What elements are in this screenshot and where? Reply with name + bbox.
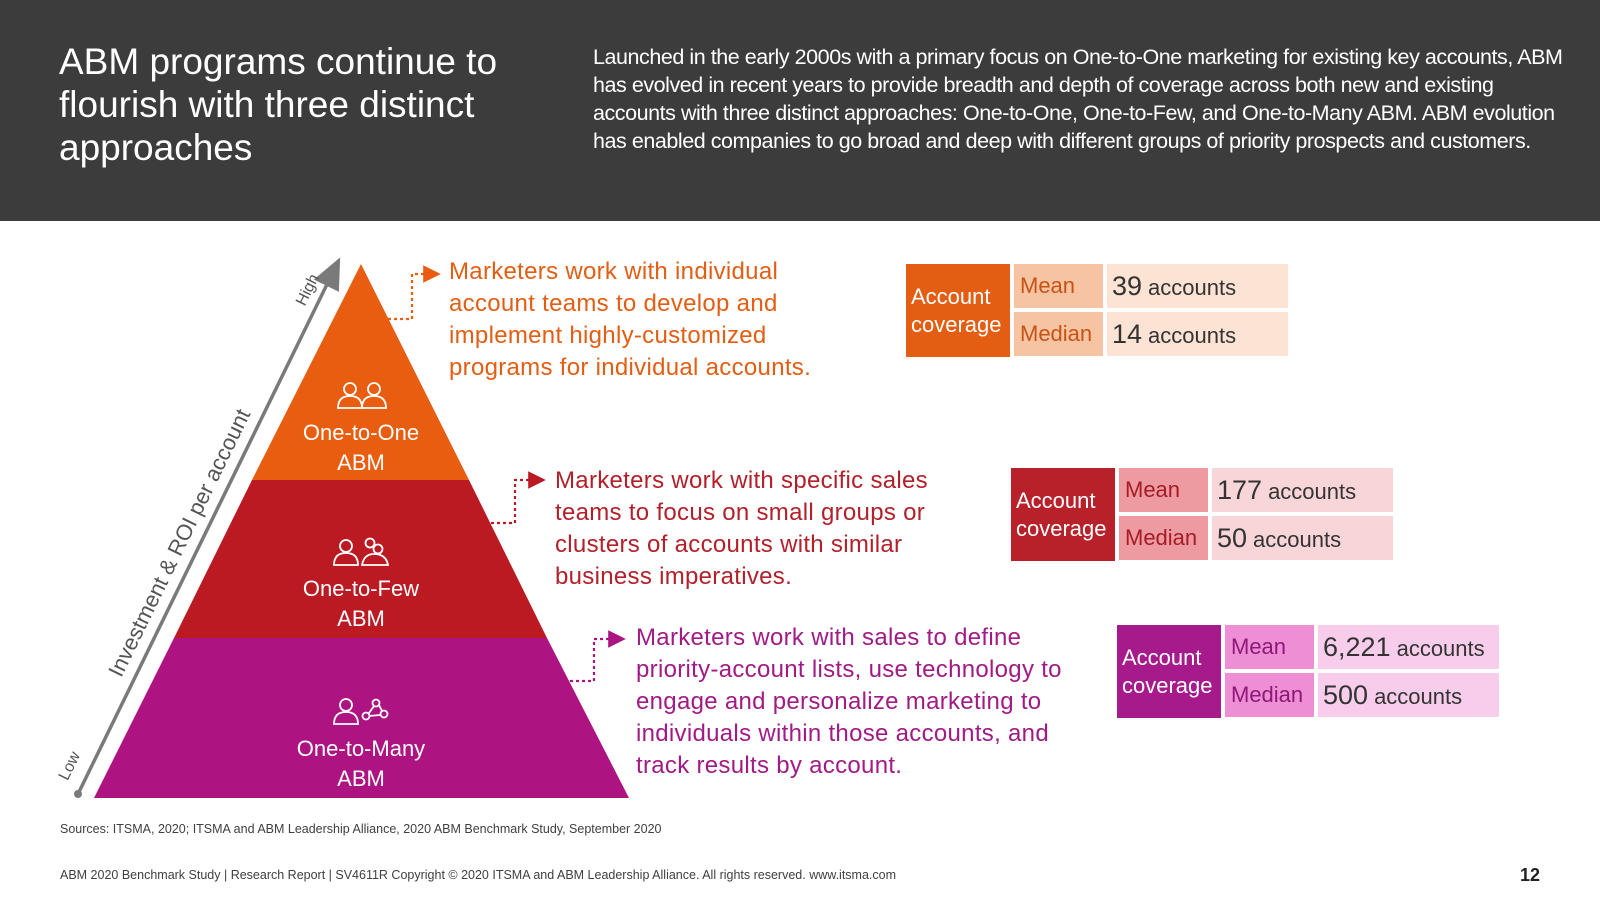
mean-label: Mean bbox=[1119, 468, 1208, 512]
coverage-label-line2: coverage bbox=[911, 311, 1002, 337]
footer-text: ABM 2020 Benchmark Study | Research Repo… bbox=[60, 868, 897, 882]
mean-value: 6,221 bbox=[1323, 632, 1391, 662]
coverage-label: Account coverage bbox=[906, 264, 1010, 357]
median-value: 14 bbox=[1112, 319, 1143, 349]
median-unit: accounts bbox=[1374, 684, 1463, 709]
tier-one-to-one bbox=[252, 264, 469, 480]
coverage-label-line1: Account bbox=[1016, 487, 1096, 513]
mean-value-cell: 6,221 accounts bbox=[1318, 625, 1499, 669]
coverage-label: Account coverage bbox=[1011, 468, 1115, 561]
tier-one-to-few bbox=[174, 480, 547, 638]
tier-one-to-one-description: Marketers work with individual account t… bbox=[449, 258, 812, 381]
mean-value-cell: 39 accounts bbox=[1107, 264, 1288, 308]
header-description: Launched in the early 2000s with a prima… bbox=[593, 45, 1563, 153]
median-value: 500 bbox=[1323, 680, 1369, 710]
mean-value-cell: 177 accounts bbox=[1212, 468, 1393, 512]
median-unit: accounts bbox=[1253, 527, 1342, 552]
coverage-label-line1: Account bbox=[911, 283, 991, 309]
axis-low-label: Low bbox=[56, 749, 84, 783]
median-label: Median bbox=[1225, 673, 1314, 717]
mean-unit: accounts bbox=[1268, 479, 1357, 504]
page-number: 12 bbox=[1520, 865, 1541, 885]
mean-label: Mean bbox=[1014, 264, 1103, 308]
coverage-label-line2: coverage bbox=[1016, 515, 1107, 541]
person-and-network-icon bbox=[333, 698, 389, 725]
mean-unit: accounts bbox=[1396, 636, 1485, 661]
coverage-label: Account coverage bbox=[1117, 625, 1221, 718]
sources-note: Sources: ITSMA, 2020; ITSMA and ABM Lead… bbox=[60, 822, 662, 836]
median-label: Median bbox=[1119, 516, 1208, 560]
page-title: ABM programs continue to flourish with t… bbox=[59, 41, 498, 168]
median-value-cell: 500 accounts bbox=[1318, 673, 1499, 717]
median-value: 50 bbox=[1217, 523, 1248, 553]
coverage-label-line2: coverage bbox=[1122, 672, 1213, 698]
tier-one-to-few-description: Marketers work with specific sales teams… bbox=[555, 467, 928, 590]
tier-one-to-few-name-line2: ABM bbox=[337, 606, 385, 631]
tier-one-to-many-name-line2: ABM bbox=[337, 766, 385, 791]
coverage-label-line1: Account bbox=[1122, 644, 1202, 670]
tier-one-to-few-name-line1: One-to-Few bbox=[303, 576, 419, 601]
connector-one-to-one bbox=[388, 265, 441, 321]
mean-value: 39 bbox=[1112, 271, 1143, 301]
tier-one-to-one-name-line1: One-to-One bbox=[303, 420, 419, 445]
connector-one-to-few bbox=[491, 471, 546, 525]
connector-one-to-many bbox=[570, 630, 626, 683]
mean-value: 177 bbox=[1217, 475, 1263, 505]
tier-one-to-many bbox=[94, 638, 629, 798]
median-value-cell: 50 accounts bbox=[1212, 516, 1393, 560]
median-unit: accounts bbox=[1148, 323, 1237, 348]
tier-one-to-one-name-line2: ABM bbox=[337, 450, 385, 475]
person-and-group-icon bbox=[333, 537, 390, 566]
median-label: Median bbox=[1014, 312, 1103, 356]
tier-one-to-many-description: Marketers work with sales to define prio… bbox=[636, 624, 1062, 779]
two-people-icon bbox=[337, 382, 387, 409]
mean-unit: accounts bbox=[1148, 275, 1237, 300]
median-value-cell: 14 accounts bbox=[1107, 312, 1288, 356]
mean-label: Mean bbox=[1225, 625, 1314, 669]
tier-one-to-many-name-line1: One-to-Many bbox=[297, 736, 425, 761]
header-band: ABM programs continue to flourish with t… bbox=[0, 0, 1600, 221]
investment-roi-axis bbox=[74, 257, 341, 798]
abm-pyramid-diagram: Investment & ROI per account High Low On… bbox=[56, 257, 629, 798]
